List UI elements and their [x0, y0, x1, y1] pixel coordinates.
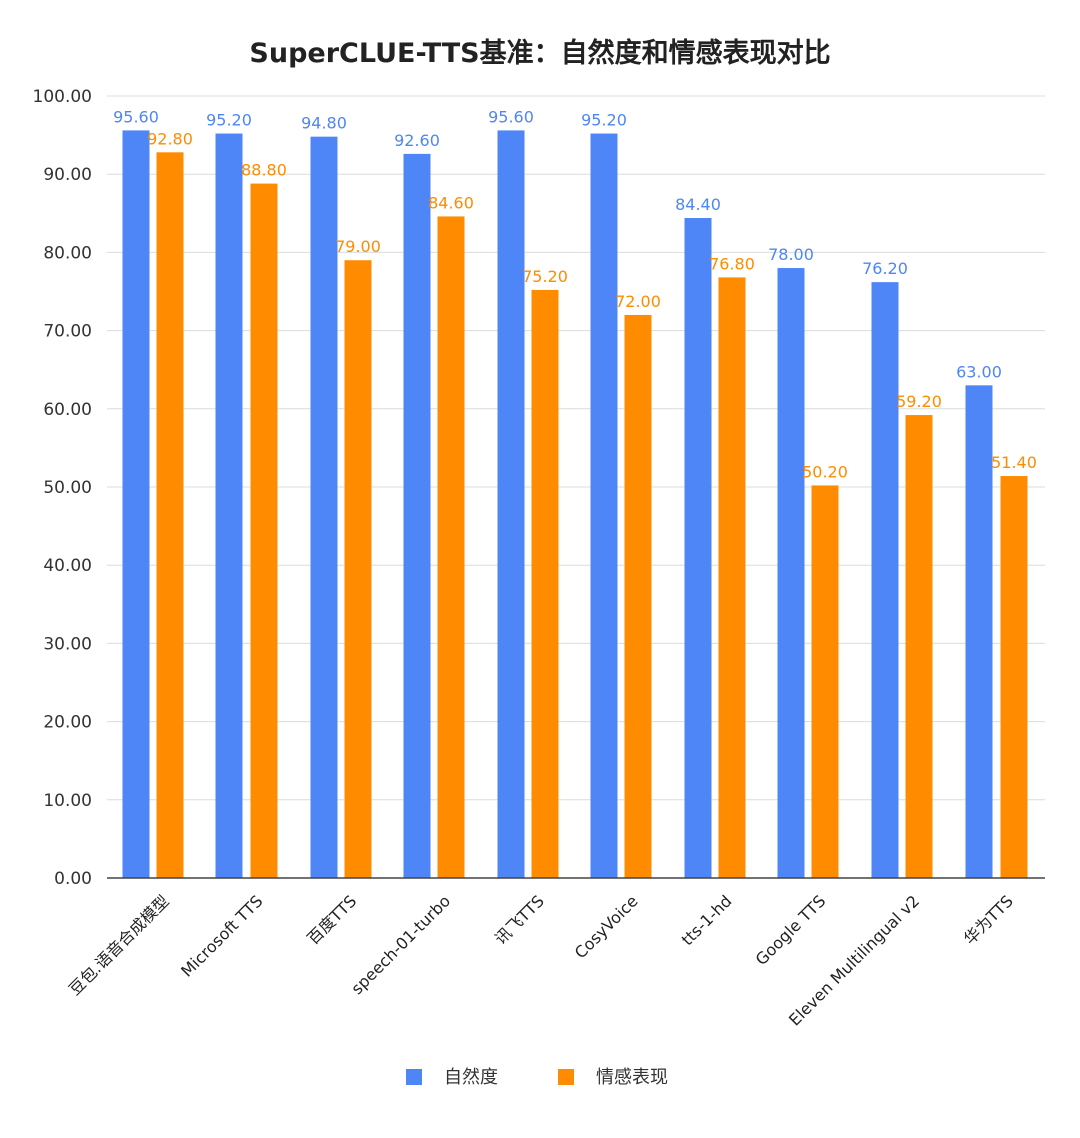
data-label: 76.20	[862, 259, 908, 278]
x-tick-label: Microsoft TTS	[177, 891, 266, 980]
bar-emotion	[718, 277, 746, 878]
y-tick-label: 100.00	[33, 87, 92, 107]
y-tick-label: 80.00	[43, 243, 92, 263]
data-labels: 95.60 92.80 95.20 88.80 94.80 79.00 92.60 84.60…	[113, 107, 1037, 481]
y-tick-label: 90.00	[43, 165, 92, 185]
bar-emotion	[624, 314, 652, 879]
legend: 自然度 情感表现	[406, 1067, 668, 1088]
x-axis: 豆包.语音合成模型 Microsoft TTS 百度TTSspeech-01-tur…	[65, 891, 1017, 1029]
data-label: 92.80	[147, 129, 193, 148]
bar-emotion	[811, 485, 839, 878]
data-label: 84.60	[428, 193, 474, 212]
y-tick-label: 40.00	[43, 556, 92, 576]
bar-naturalness	[871, 282, 899, 879]
x-tick-label: 百度TTS	[303, 891, 360, 948]
x-tick-label: 豆包.语音合成模型	[65, 891, 173, 999]
data-label: 94.80	[301, 114, 347, 133]
x-tick-label: 讯飞TTS	[491, 891, 548, 948]
bar-emotion	[250, 183, 278, 879]
bar-naturalness	[777, 268, 805, 878]
bar-naturalness	[684, 217, 712, 878]
bar-emotion	[905, 415, 933, 878]
data-label: 95.20	[581, 111, 627, 130]
bar-naturalness	[310, 136, 338, 878]
data-label: 75.20	[522, 267, 568, 286]
data-label: 92.60	[394, 131, 440, 150]
data-label: 51.40	[991, 453, 1037, 472]
chart-title: SuperCLUE-TTS基准：自然度和情感表现对比	[249, 37, 830, 69]
bars	[122, 130, 1028, 879]
y-tick-label: 60.00	[43, 400, 92, 420]
bar-naturalness	[965, 385, 993, 878]
bar-emotion	[1000, 476, 1028, 878]
x-tick-label: 华为TTS	[960, 891, 1017, 948]
data-label: 95.60	[113, 107, 159, 126]
x-tick-label: CosyVoice	[571, 891, 642, 962]
bar-naturalness	[590, 133, 618, 878]
y-tick-label: 50.00	[43, 478, 92, 498]
bar-naturalness	[403, 153, 431, 879]
data-label: 50.20	[802, 462, 848, 481]
y-tick-label: 70.00	[43, 322, 92, 342]
y-tick-label: 30.00	[43, 634, 92, 654]
data-label: 79.00	[335, 237, 381, 256]
data-label: 95.20	[206, 111, 252, 130]
bar-emotion	[344, 260, 372, 879]
data-label: 59.20	[896, 392, 942, 411]
legend-swatch	[406, 1069, 422, 1085]
bar-emotion	[156, 152, 184, 878]
y-tick-label: 0.00	[54, 869, 92, 889]
legend-label: 情感表现	[596, 1067, 668, 1088]
x-tick-label: tts-1-hd	[678, 891, 736, 949]
data-label: 95.60	[488, 107, 534, 126]
bar-naturalness	[497, 130, 525, 878]
bar-naturalness	[122, 130, 150, 878]
data-label: 88.80	[241, 161, 287, 180]
data-label: 72.00	[615, 292, 661, 311]
bar-emotion	[531, 289, 559, 878]
y-tick-label: 10.00	[43, 791, 92, 811]
legend-label: 自然度	[444, 1067, 498, 1088]
y-tick-label: 20.00	[43, 713, 92, 733]
data-label: 76.80	[709, 254, 755, 273]
data-label: 84.40	[675, 195, 721, 214]
legend-swatch	[558, 1069, 574, 1085]
x-tick-label: speech-01-turbo	[347, 891, 454, 998]
y-axis: 0.00 10.00 20.00 30.00 40.00 50.00 60.00 70.00 8…	[33, 87, 92, 889]
bar-naturalness	[215, 133, 243, 878]
x-tick-label: Google TTS	[752, 891, 830, 969]
bar-emotion	[437, 216, 465, 879]
grid-layer	[107, 95, 1045, 801]
data-label: 78.00	[768, 245, 814, 264]
data-label: 63.00	[956, 362, 1002, 381]
